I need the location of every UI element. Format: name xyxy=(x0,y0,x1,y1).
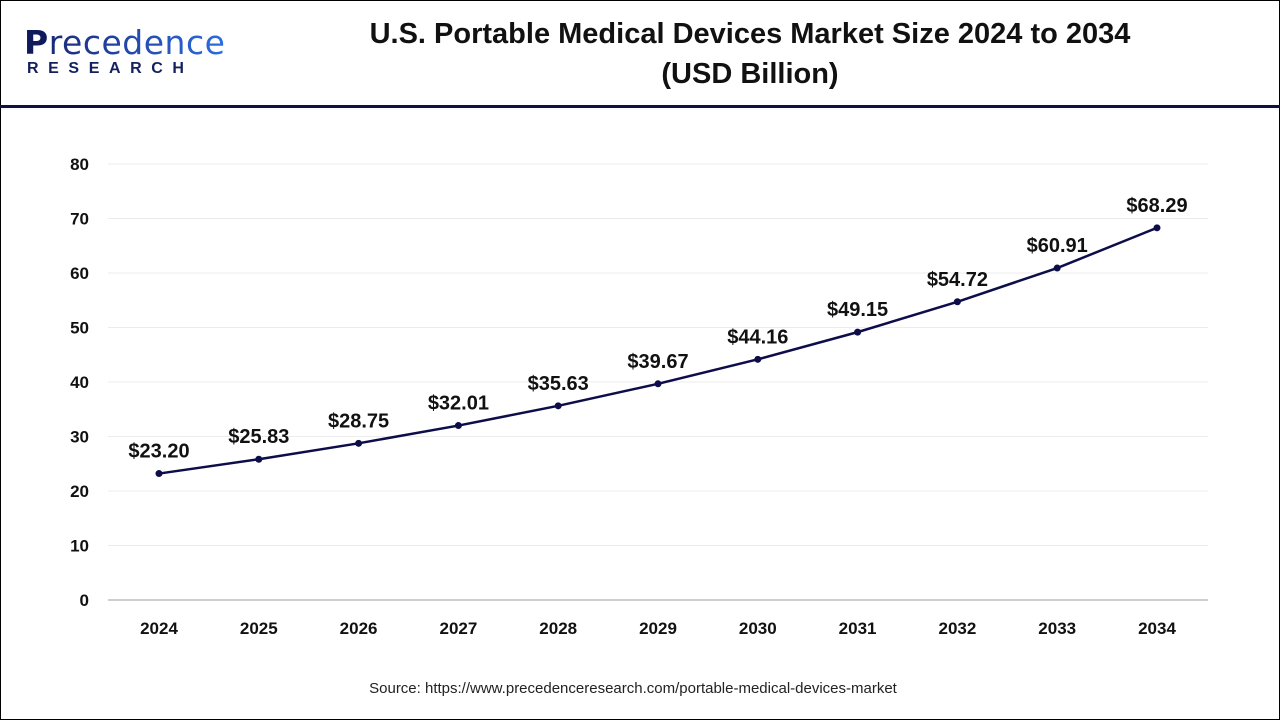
y-tick-label: 60 xyxy=(70,264,89,283)
logo-subword: RESEARCH xyxy=(27,60,194,77)
header: Precedence RESEARCH U.S. Portable Medica… xyxy=(0,0,1280,108)
data-label: $39.67 xyxy=(627,351,688,373)
data-point xyxy=(554,402,562,410)
data-point xyxy=(854,328,862,336)
data-point xyxy=(754,355,762,363)
x-tick-label: 2034 xyxy=(1138,619,1176,638)
y-tick-label: 80 xyxy=(70,155,89,174)
logo-word: recedence xyxy=(48,23,226,62)
source-note: Source: https://www.precedenceresearch.c… xyxy=(369,680,897,697)
y-tick-label: 40 xyxy=(70,373,89,392)
data-label: $23.20 xyxy=(128,441,189,463)
data-point xyxy=(155,470,163,478)
y-tick-label: 0 xyxy=(80,591,89,610)
data-label: $32.01 xyxy=(428,393,489,415)
data-label: $35.63 xyxy=(528,373,589,395)
x-tick-label: 2033 xyxy=(1038,619,1076,638)
y-tick-label: 10 xyxy=(70,537,89,556)
data-point xyxy=(1153,224,1161,232)
y-tick-label: 20 xyxy=(70,482,89,501)
data-point xyxy=(1053,264,1061,272)
x-tick-label: 2027 xyxy=(439,619,477,638)
title-line-1: U.S. Portable Medical Devices Market Siz… xyxy=(369,18,1131,50)
precedence-research-logo: Precedence RESEARCH xyxy=(24,26,225,78)
x-tick-label: 2026 xyxy=(340,619,378,638)
x-tick-label: 2025 xyxy=(240,619,278,638)
x-tick-label: 2031 xyxy=(839,619,877,638)
data-label: $44.16 xyxy=(727,326,788,348)
data-label: $54.72 xyxy=(927,269,988,291)
x-tick-label: 2024 xyxy=(140,619,178,638)
y-tick-label: 70 xyxy=(70,210,89,229)
data-point xyxy=(654,380,662,388)
data-point xyxy=(255,455,263,463)
x-tick-label: 2032 xyxy=(938,619,976,638)
logo-initial: P xyxy=(24,23,49,62)
y-tick-label: 50 xyxy=(70,319,89,338)
x-tick-label: 2030 xyxy=(739,619,777,638)
data-label: $49.15 xyxy=(827,299,888,321)
x-tick-label: 2029 xyxy=(639,619,677,638)
y-tick-label: 30 xyxy=(70,428,89,447)
data-point xyxy=(953,298,961,306)
title-line-2: (USD Billion) xyxy=(661,58,839,90)
data-label: $25.83 xyxy=(228,426,289,448)
x-tick-label: 2028 xyxy=(539,619,577,638)
data-label: $60.91 xyxy=(1027,235,1088,257)
data-point xyxy=(355,439,363,447)
chart-title: U.S. Portable Medical Devices Market Siz… xyxy=(300,14,1200,94)
data-point xyxy=(454,422,462,430)
data-label: $68.29 xyxy=(1126,195,1187,217)
data-label: $28.75 xyxy=(328,410,389,432)
